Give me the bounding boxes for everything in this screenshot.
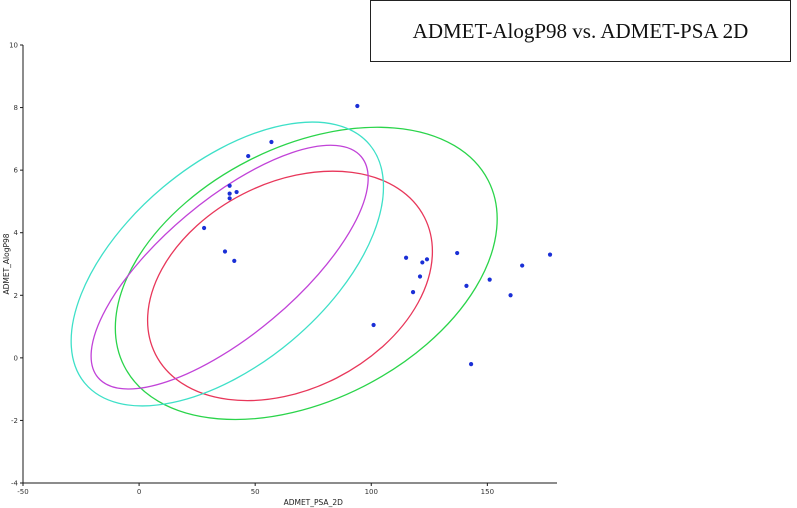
data-point (547, 252, 553, 257)
data-point (508, 293, 513, 298)
ellipse-1 (114, 126, 498, 421)
data-point (201, 225, 207, 231)
data-point (468, 362, 474, 367)
data-point (403, 255, 409, 260)
chart-title: ADMET-AlogP98 vs. ADMET-PSA 2D (412, 18, 749, 43)
data-point (222, 249, 228, 254)
data-point (355, 103, 360, 109)
data-point (455, 250, 460, 256)
data-point (232, 258, 237, 263)
y-tick-label: 8 (14, 104, 18, 112)
y-tick-label: 2 (14, 292, 18, 300)
data-point (487, 277, 492, 282)
x-tick-label: 150 (481, 488, 494, 496)
x-axis-title: ADMET_PSA_2D (284, 498, 344, 507)
data-point (520, 263, 525, 268)
x-tick-label: 50 (251, 488, 260, 496)
confidence-ellipses (70, 121, 498, 421)
x-tick-label: 100 (365, 488, 378, 496)
chart-title-box: ADMET-AlogP98 vs. ADMET-PSA 2D (370, 0, 791, 62)
data-point (410, 290, 416, 295)
data-point (227, 183, 232, 188)
data-point (269, 139, 274, 145)
y-tick-label: 10 (9, 42, 18, 50)
data-point (234, 189, 239, 195)
y-tick-label: 0 (14, 354, 18, 362)
data-point (227, 196, 232, 201)
ellipse-4 (90, 144, 369, 390)
data-point (420, 260, 425, 265)
y-tick-label: -2 (11, 417, 18, 425)
data-point (464, 283, 469, 288)
data-point (371, 322, 376, 328)
x-tick-label: 0 (137, 488, 141, 496)
y-tick-label: 4 (14, 229, 19, 237)
y-tick-label: 6 (14, 167, 19, 175)
ellipse-2 (146, 170, 434, 402)
data-point (424, 257, 430, 262)
y-tick-label: -4 (11, 480, 19, 488)
data-points (201, 103, 553, 367)
data-point (227, 191, 232, 196)
ellipse-3 (70, 121, 385, 407)
y-axis-title: ADMET_AlogP98 (2, 233, 11, 294)
data-point (246, 153, 251, 159)
tick-labels: -4 -2 0 2 4 6 8 10 -50 0 50 100 150 (9, 42, 494, 497)
data-point (417, 274, 423, 279)
x-tick-label: -50 (17, 488, 28, 496)
axes (22, 45, 557, 484)
